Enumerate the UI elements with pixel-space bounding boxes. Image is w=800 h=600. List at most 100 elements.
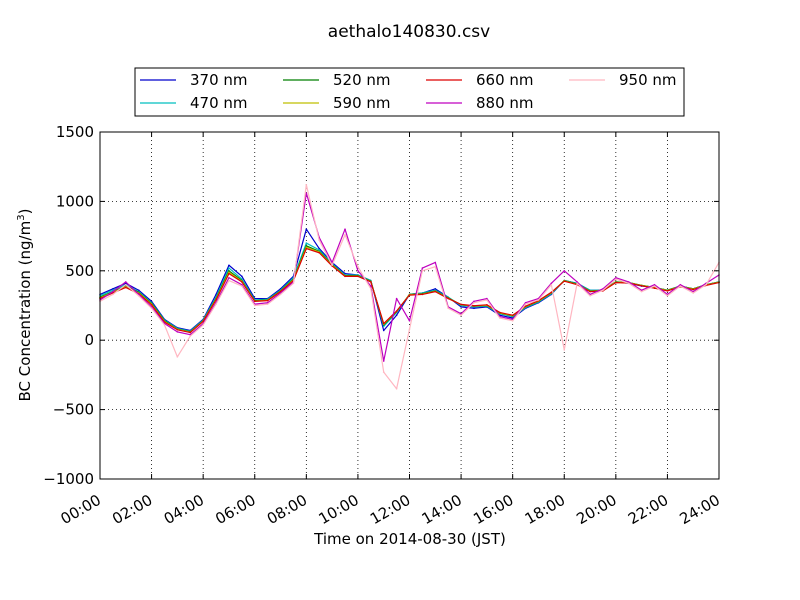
legend-box [134,67,685,117]
data-point [176,331,179,333]
data-point [292,282,295,285]
data-point [382,360,385,362]
data-point [408,319,411,322]
data-point [486,297,488,300]
data-point [460,303,462,306]
data-point [395,297,398,300]
chart-title: aethalo140830.csv [328,22,490,42]
data-point [150,307,153,310]
data-point [524,303,527,305]
data-point [524,305,527,307]
data-point [228,279,230,282]
data-point [253,304,256,307]
data-point [318,249,321,251]
ticks [99,131,720,480]
y-tick-label: 500 [65,262,94,280]
data-point [305,247,308,250]
legend-label: 520 nm [333,71,391,89]
data-point [395,387,398,390]
data-point [511,319,514,322]
y-axis-label: BC Concentration (ng/m3) [16,209,34,402]
series-layer [99,183,720,390]
data-point [357,275,359,278]
legend-label: 470 nm [190,94,248,112]
data-point [189,331,192,334]
data-point [382,322,385,325]
series-950-nm [99,183,720,390]
data-point [279,293,282,296]
data-point [498,317,501,319]
data-point [241,285,243,287]
data-point [305,245,308,247]
data-point [382,371,385,373]
y-axis-label-close: ) [16,209,34,215]
y-tick-label: 1500 [56,123,94,141]
data-point [305,242,308,244]
legend-label: 590 nm [333,94,391,112]
data-point [228,270,230,272]
data-point [447,297,449,300]
legend-item: 520 nm [283,71,391,89]
data-point [589,290,591,293]
data-point [615,276,617,279]
data-point [357,270,359,272]
data-point [124,283,127,286]
data-point [627,282,630,285]
y-tick-label: 1000 [56,192,94,210]
y-axis-label-main: BC Concentration (ng/m [16,221,34,402]
data-point [653,285,656,287]
data-point [395,314,398,317]
data-point [524,301,527,304]
data-point [305,228,308,230]
legend-item: 950 nm [569,71,677,89]
data-point [382,329,385,332]
data-point [498,311,501,314]
data-point [550,283,553,286]
data-point [640,290,643,293]
data-point [473,307,475,310]
legend-label: 660 nm [476,71,534,89]
data-point [228,264,230,267]
data-point [344,233,346,236]
legend-label: 880 nm [476,94,534,112]
data-point [563,349,566,351]
data-point [602,289,604,292]
data-point [318,239,321,242]
data-point [266,299,269,302]
data-point [627,281,630,283]
data-point [550,291,553,294]
data-point [163,324,166,326]
data-point [382,325,385,328]
data-point [460,306,462,308]
data-point [486,304,488,306]
data-point [395,310,398,312]
legend-item: 660 nm [426,71,534,89]
data-point [228,267,230,269]
data-point [615,281,617,284]
data-point [137,294,140,297]
data-point [460,314,462,317]
data-point [228,276,230,279]
data-point [511,314,514,317]
y-tick-label: 0 [84,331,94,349]
data-point [615,278,617,280]
data-point [679,283,682,286]
legend-item: 880 nm [426,94,534,112]
data-point [266,303,269,305]
x-axis-label: Time on 2014-08-30 (JST) [313,530,506,548]
data-point [228,271,230,273]
data-point [331,264,333,267]
data-point [473,301,475,304]
data-point [305,183,308,186]
data-point [241,281,243,283]
data-point [447,307,449,310]
data-point [176,356,179,358]
legend-item: 470 nm [140,94,248,112]
data-point [241,283,243,286]
data-point [344,228,346,230]
data-point [666,290,669,292]
data-point [563,270,566,272]
data-point [692,292,695,294]
y-tick-label: −500 [53,401,94,419]
